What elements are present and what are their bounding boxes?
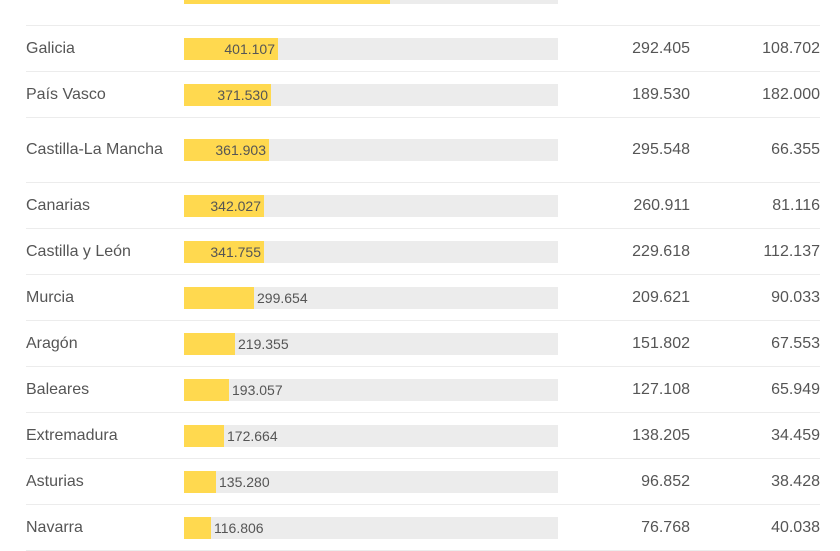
table-row: Navarra 116.806 76.768 40.038 (26, 505, 820, 551)
total-bar: 341.755 (184, 240, 558, 263)
total-bar-fill (184, 0, 390, 4)
total-bar-label: 193.057 (232, 381, 283, 398)
region-name: Valenciana (26, 0, 184, 3)
total-bar: 135.280 (184, 470, 558, 493)
total-bar-fill (184, 286, 254, 309)
value-col-2: 108.702 (762, 39, 820, 57)
total-bar-fill (184, 139, 269, 161)
table-row: Valenciana (26, 0, 820, 26)
value-col-1: 189.530 (632, 85, 690, 103)
table-row: Canarias 342.027 260.911 81.116 (26, 183, 820, 229)
value-col-1: 229.618 (632, 242, 690, 260)
region-name: Galicia (26, 39, 75, 57)
total-bar-fill (184, 424, 224, 447)
total-bar-fill (184, 332, 235, 355)
total-bar-label: 299.654 (257, 289, 308, 306)
region-name: Navarra (26, 518, 83, 536)
value-col-2: 66.355 (771, 141, 820, 158)
total-bar-fill (184, 37, 278, 60)
table-row: Asturias 135.280 96.852 38.428 (26, 459, 820, 505)
total-bar-label: 361.903 (215, 142, 266, 158)
value-col-2: 34.459 (771, 426, 820, 444)
value-col-2: 65.949 (771, 380, 820, 398)
value-col-2: 81.116 (772, 196, 820, 214)
region-name: Extremadura (26, 426, 118, 444)
table-row: Castilla-La Mancha 361.903 295.548 66.35… (26, 118, 820, 183)
value-col-2: 90.033 (771, 288, 820, 306)
region-name: Castilla y León (26, 242, 131, 260)
value-col-1: 127.108 (632, 380, 690, 398)
total-bar: 193.057 (184, 378, 558, 401)
total-bar: 299.654 (184, 286, 558, 309)
total-bar-label: 219.355 (238, 335, 289, 352)
total-bar-label: 371.530 (217, 86, 268, 103)
region-name: Aragón (26, 334, 78, 352)
data-table: Valenciana Galicia 401.107 292.405 108.7… (26, 0, 820, 551)
total-bar: 361.903 (184, 139, 558, 161)
table-row: País Vasco 371.530 189.530 182.000 (26, 72, 820, 118)
region-name: Asturias (26, 472, 84, 490)
total-bar (184, 0, 558, 4)
table-row: Extremadura 172.664 138.205 34.459 (26, 413, 820, 459)
value-col-1: 209.621 (632, 288, 690, 306)
region-name: Canarias (26, 196, 91, 214)
table-row: Murcia 299.654 209.621 90.033 (26, 275, 820, 321)
value-col-1: 151.802 (632, 334, 690, 352)
total-bar-label: 401.107 (224, 40, 275, 57)
total-bar: 371.530 (184, 83, 558, 106)
total-bar-fill (184, 470, 216, 493)
region-name: Castilla-La Mancha (26, 141, 163, 158)
value-col-1: 292.405 (632, 39, 690, 57)
total-bar-label: 341.755 (210, 243, 261, 260)
region-name: País Vasco (26, 85, 106, 103)
value-col-2: 38.428 (771, 472, 820, 490)
value-col-1: 76.768 (641, 518, 690, 536)
table-row: Castilla y León 341.755 229.618 112.137 (26, 229, 820, 275)
total-bar: 401.107 (184, 37, 558, 60)
region-name: Murcia (26, 288, 75, 306)
total-bar: 219.355 (184, 332, 558, 355)
total-bar-fill (184, 378, 229, 401)
total-bar-fill (184, 83, 271, 106)
table-row: Baleares 193.057 127.108 65.949 (26, 367, 820, 413)
total-bar: 172.664 (184, 424, 558, 447)
table-row: Aragón 219.355 151.802 67.553 (26, 321, 820, 367)
table-row: Galicia 401.107 292.405 108.702 (26, 26, 820, 72)
value-col-2: 67.553 (771, 334, 820, 352)
region-name: Baleares (26, 380, 90, 398)
total-bar-label: 342.027 (210, 197, 261, 214)
total-bar: 342.027 (184, 194, 558, 217)
total-bar-fill (184, 240, 264, 263)
value-col-2: 182.000 (762, 85, 820, 103)
value-col-2: 112.137 (763, 242, 820, 260)
total-bar-label: 135.280 (219, 473, 270, 490)
total-bar-label: 172.664 (227, 427, 278, 444)
value-col-2: 40.038 (771, 518, 820, 536)
value-col-1: 295.548 (632, 141, 690, 158)
value-col-1: 138.205 (632, 426, 690, 444)
value-col-1: 96.852 (641, 472, 690, 490)
value-col-1: 260.911 (633, 196, 690, 214)
total-bar-fill (184, 194, 264, 217)
